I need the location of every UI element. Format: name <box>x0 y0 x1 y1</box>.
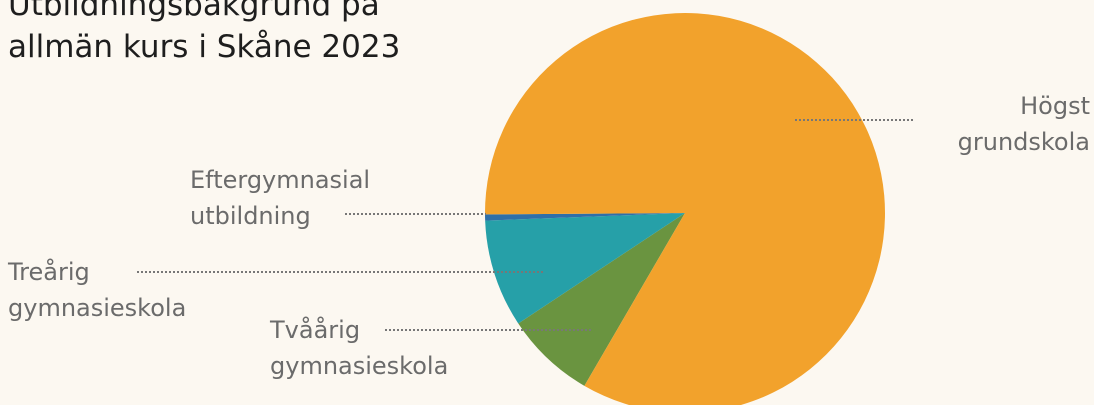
slice-label: Treårig gymnasieskola <box>8 258 187 322</box>
slice-label: Högst grundskola <box>957 92 1090 156</box>
pie-slice <box>485 213 685 324</box>
pie-slice <box>485 213 685 221</box>
pie-slice <box>485 13 886 405</box>
chart-title: Utbildningsbakgrund på allmän kurs i Skå… <box>8 0 401 65</box>
pie <box>485 13 886 405</box>
slice-label: Tvåårig gymnasieskola <box>270 316 449 380</box>
slice-label: Eftergymnasial utbildning <box>190 166 371 230</box>
pie-slice <box>518 213 685 386</box>
